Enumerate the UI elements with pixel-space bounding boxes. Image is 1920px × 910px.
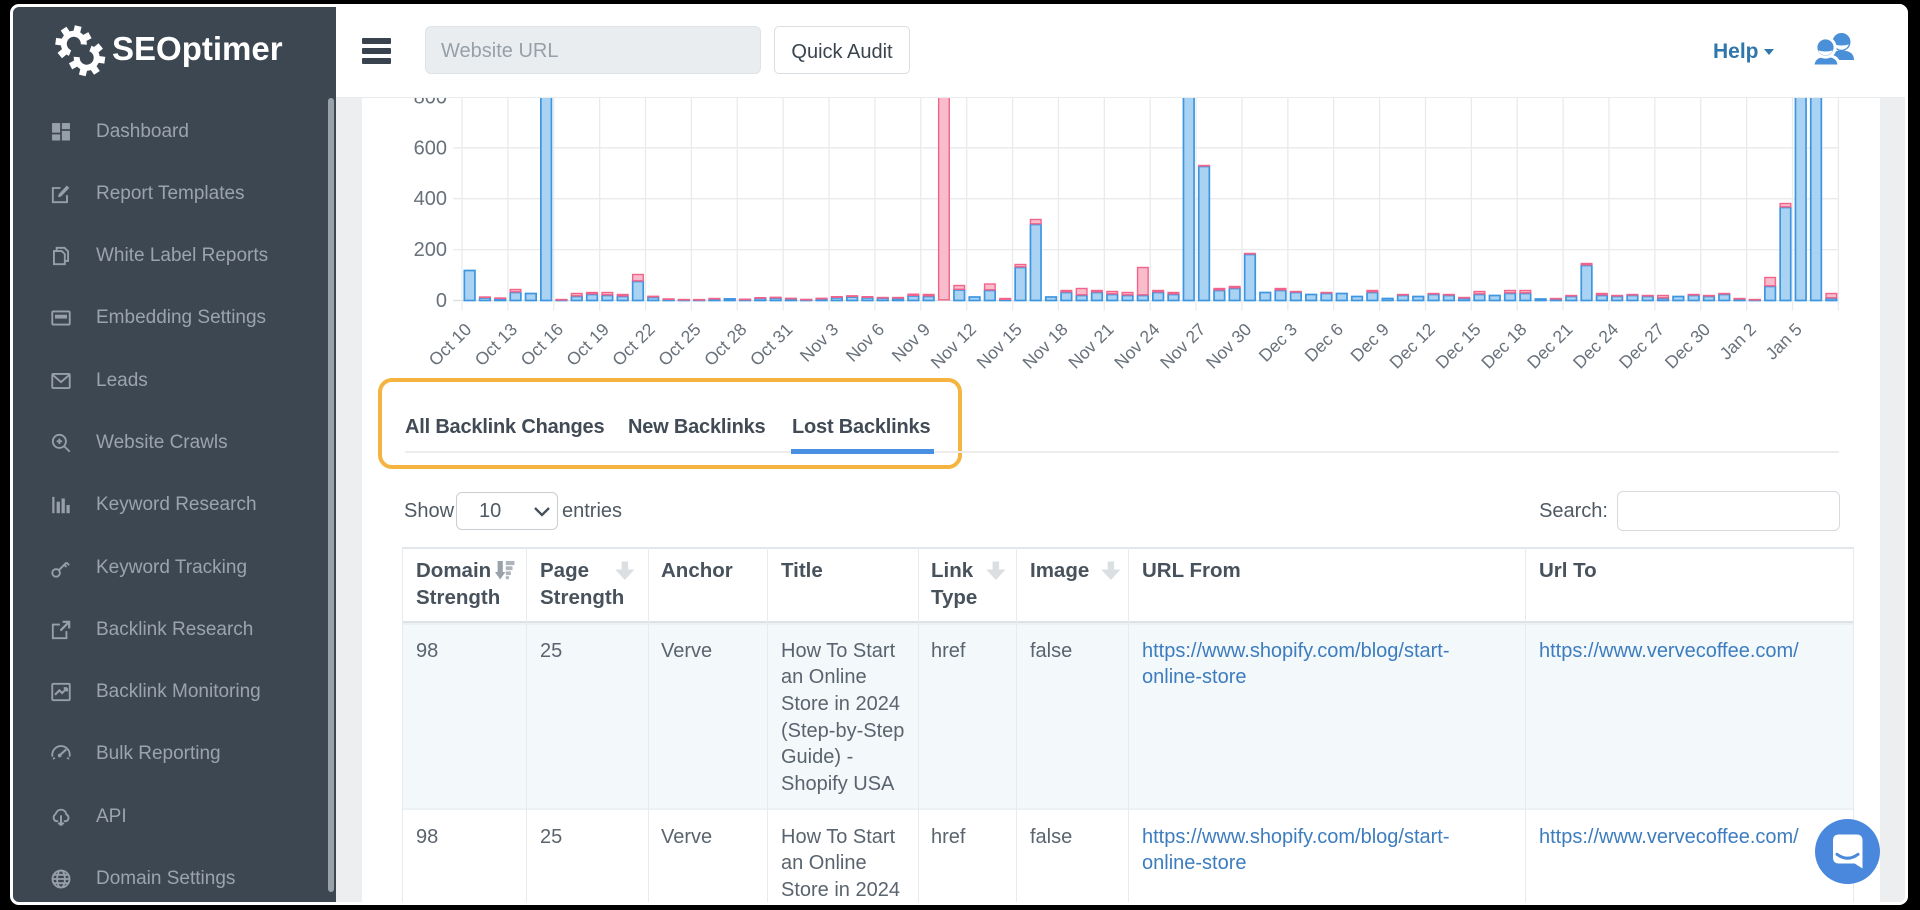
svg-text:Oct 19: Oct 19 [562, 319, 613, 370]
svg-text:200: 200 [414, 239, 447, 261]
svg-text:Oct 10: Oct 10 [425, 319, 476, 370]
svg-text:Oct 16: Oct 16 [517, 319, 568, 370]
svg-text:Dec 27: Dec 27 [1615, 319, 1668, 372]
svg-text:Dec 3: Dec 3 [1255, 319, 1301, 365]
svg-text:Nov 24: Nov 24 [1110, 319, 1164, 373]
svg-text:600: 600 [414, 137, 447, 159]
svg-text:Dec 12: Dec 12 [1385, 319, 1438, 372]
svg-text:Oct 25: Oct 25 [654, 319, 705, 370]
svg-text:400: 400 [414, 188, 447, 210]
svg-text:Nov 3: Nov 3 [796, 319, 842, 365]
svg-text:Nov 27: Nov 27 [1156, 319, 1209, 372]
svg-text:Oct 22: Oct 22 [608, 319, 659, 370]
svg-text:800: 800 [414, 98, 447, 108]
svg-text:Nov 6: Nov 6 [842, 319, 888, 365]
svg-text:Dec 21: Dec 21 [1523, 319, 1576, 372]
svg-text:0: 0 [436, 290, 447, 312]
svg-text:Dec 15: Dec 15 [1431, 319, 1484, 372]
svg-text:Oct 13: Oct 13 [471, 319, 522, 370]
svg-text:Nov 18: Nov 18 [1018, 319, 1071, 372]
svg-text:Jan 5: Jan 5 [1761, 319, 1805, 363]
svg-text:Dec 24: Dec 24 [1569, 319, 1623, 373]
svg-text:Dec 18: Dec 18 [1477, 319, 1530, 372]
svg-text:Jan 2: Jan 2 [1716, 319, 1760, 363]
svg-text:Oct 31: Oct 31 [746, 319, 797, 370]
svg-text:Nov 15: Nov 15 [973, 319, 1026, 372]
svg-text:Oct 28: Oct 28 [700, 319, 751, 370]
svg-text:Dec 6: Dec 6 [1301, 319, 1347, 365]
svg-text:Nov 21: Nov 21 [1064, 319, 1117, 372]
svg-text:Nov 30: Nov 30 [1202, 319, 1256, 373]
svg-text:Dec 30: Dec 30 [1661, 319, 1715, 373]
svg-text:Nov 12: Nov 12 [927, 319, 980, 372]
